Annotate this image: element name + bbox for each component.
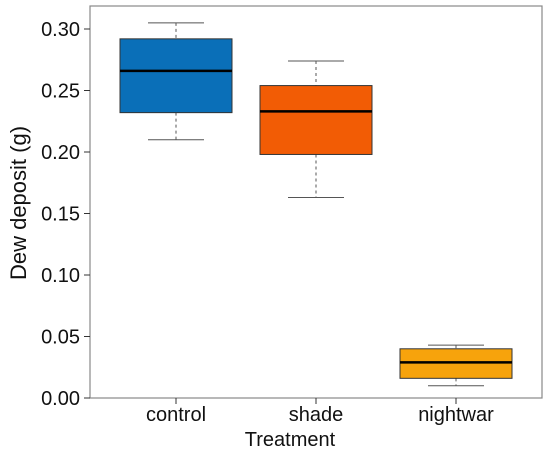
x-tick-label-control: control [146,404,206,426]
y-tick-label: 0.00 [41,388,80,410]
y-tick-label: 0.25 [41,81,80,103]
x-axis: control shade nightwar [146,398,494,426]
y-tick-label: 0.15 [41,204,80,226]
x-tick-label-shade: shade [289,404,344,426]
y-tick-label: 0.05 [41,327,80,349]
boxes-layer [119,22,513,387]
box-shade [259,60,373,199]
y-tick-label: 0.20 [41,142,80,164]
box-control [119,22,233,141]
box-nightwar [399,344,513,387]
x-axis-title: Treatment [245,429,336,451]
y-axis: 0.00 0.05 0.10 0.15 0.20 0.25 0.30 [41,19,90,410]
y-tick-label: 0.30 [41,19,80,41]
x-tick-label-nightwar: nightwar [418,404,494,426]
y-tick-label: 0.10 [41,265,80,287]
box-iqr [259,85,373,155]
box-iqr [119,38,233,114]
y-axis-title: Dew deposit (g) [6,126,31,280]
